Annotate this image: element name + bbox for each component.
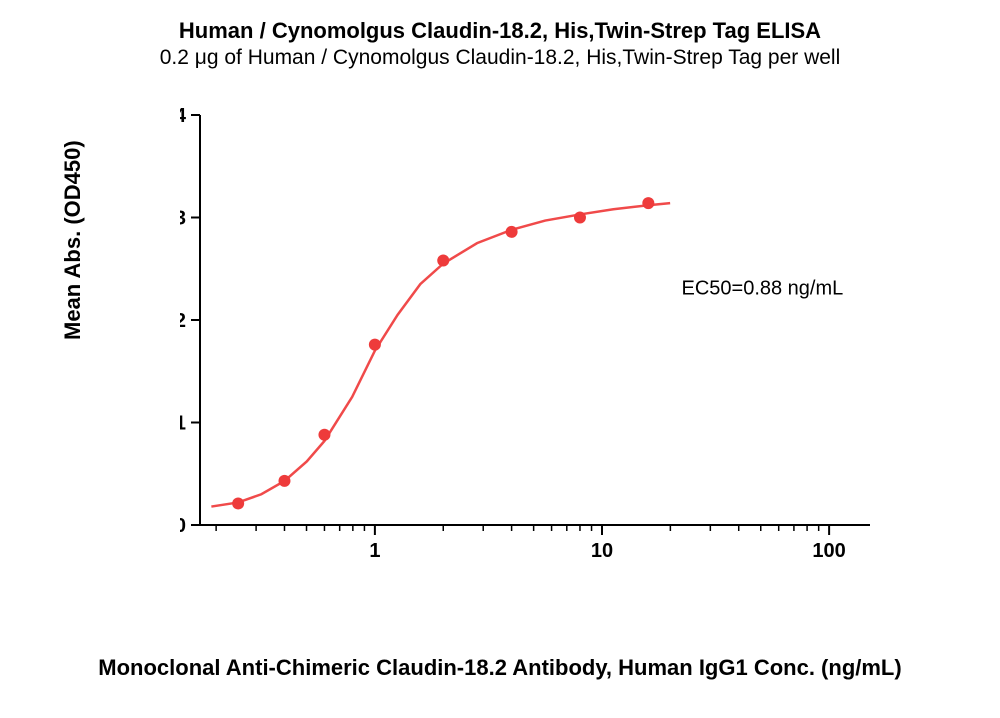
chart-title: Human / Cynomolgus Claudin-18.2, His,Twi… [0,18,1000,44]
chart-subtitle: 0.2 μg of Human / Cynomolgus Claudin-18.… [0,46,1000,70]
x-tick-label: 100 [812,540,845,562]
y-tick-label: 4 [180,105,187,127]
y-tick-label: 1 [180,413,186,435]
y-axis-label: Mean Abs. (OD450) [60,140,86,340]
data-point [318,429,330,441]
x-tick-label: 10 [591,540,613,562]
data-point [642,197,654,209]
plot-area: 0 1 2 3 4 1 10 100 EC50=0.88 ng/mL [180,105,880,575]
data-point [437,255,449,267]
x-tick-label: 1 [369,540,380,562]
ec50-annotation: EC50=0.88 ng/mL [681,277,843,299]
fit-curve [211,203,670,506]
data-point [506,226,518,238]
x-axis-label: Monoclonal Anti-Chimeric Claudin-18.2 An… [0,655,1000,681]
data-point [278,475,290,487]
data-point [232,497,244,509]
chart-container: Human / Cynomolgus Claudin-18.2, His,Twi… [0,0,1000,718]
y-tick-label: 0 [180,515,186,537]
y-tick-label: 2 [180,310,186,332]
title-block: Human / Cynomolgus Claudin-18.2, His,Twi… [0,18,1000,70]
data-point [369,339,381,351]
data-point [574,212,586,224]
y-tick-label: 3 [180,208,186,230]
